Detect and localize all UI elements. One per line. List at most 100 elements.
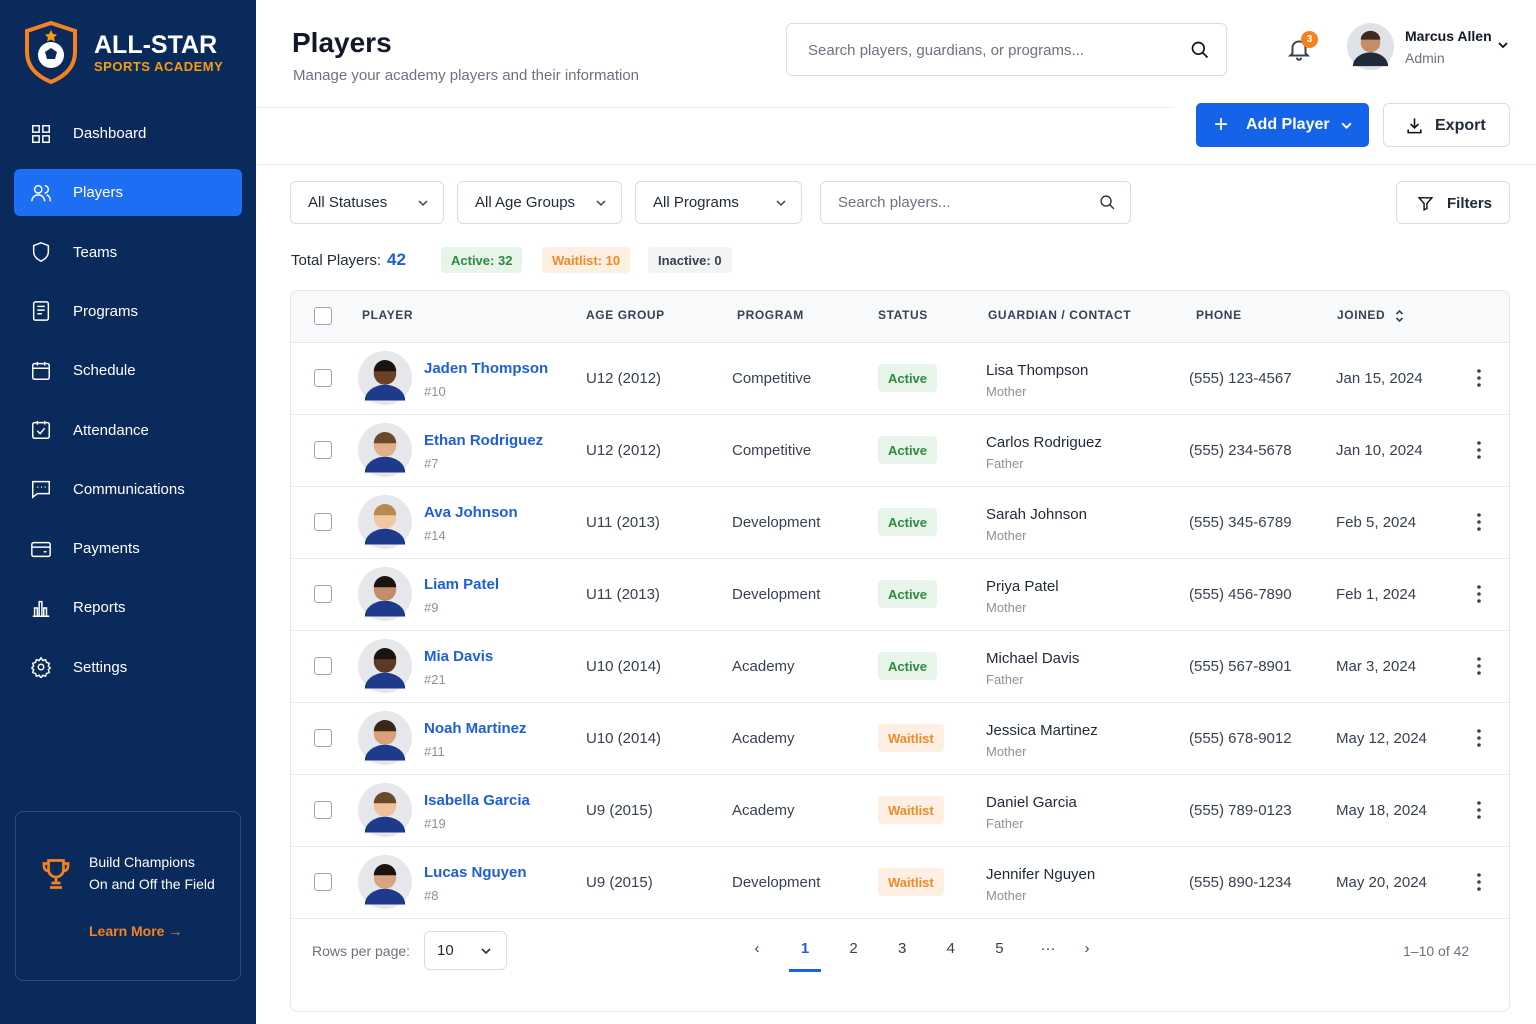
player-search[interactable]: Search players... — [820, 181, 1131, 224]
row-menu[interactable] — [1472, 440, 1486, 460]
row-checkbox[interactable] — [314, 585, 332, 603]
page-number[interactable]: 5 — [995, 940, 1004, 957]
age-group: U10 (2014) — [586, 730, 662, 747]
program: Academy — [732, 730, 795, 747]
select-all-checkbox[interactable] — [314, 307, 332, 325]
nav-item[interactable]: Settings — [14, 644, 242, 691]
dropdown-label: All Age Groups — [475, 194, 576, 211]
row-menu[interactable] — [1472, 728, 1486, 748]
nav-label: Schedule — [73, 362, 136, 380]
export-button[interactable]: Export — [1383, 103, 1510, 147]
global-search[interactable]: Search players, guardians, or programs..… — [786, 23, 1227, 76]
kebab-icon — [1477, 801, 1481, 819]
kebab-icon — [1477, 873, 1481, 891]
link-text[interactable]: Learn More — [89, 923, 165, 939]
player-avatar — [358, 639, 412, 693]
joined-date: May 18, 2024 — [1336, 802, 1427, 819]
row-divider — [291, 702, 1509, 703]
guardian-relation: Mother — [986, 888, 1027, 903]
row-checkbox[interactable] — [314, 369, 332, 387]
search-placeholder: Search players... — [838, 194, 951, 211]
button-label: Export — [1435, 117, 1486, 134]
kebab-icon — [1477, 585, 1481, 603]
caret — [481, 947, 491, 954]
player-avatar — [358, 855, 412, 909]
page-number[interactable]: 2 — [849, 940, 858, 957]
player-name[interactable]: Isabella Garcia — [424, 792, 530, 809]
kebab-icon — [1477, 441, 1481, 459]
program-filter[interactable]: All Programs — [635, 181, 802, 224]
nav-item[interactable]: Schedule — [14, 347, 242, 394]
avatar-image — [358, 639, 412, 693]
phone: (555) 345-6789 — [1189, 514, 1292, 531]
age-group: U11 (2013) — [586, 514, 660, 531]
player-name[interactable]: Liam Patel — [424, 576, 500, 593]
nav-item[interactable]: Reports — [14, 584, 242, 631]
row-checkbox[interactable] — [314, 801, 332, 819]
add-player-button[interactable]: + Add Player — [1196, 103, 1369, 147]
promo-line: On and Off the Field — [89, 876, 215, 892]
column-header: AGE GROUP — [586, 308, 665, 322]
row-menu[interactable] — [1472, 368, 1486, 388]
program: Competitive — [732, 442, 812, 459]
rows-per-page-select[interactable]: 10 — [424, 931, 507, 970]
nav-icon — [31, 541, 51, 557]
player-avatar — [358, 495, 412, 549]
player-avatar — [358, 351, 412, 405]
user-menu-caret[interactable] — [1497, 39, 1509, 51]
player-name[interactable]: Noah Martinez — [424, 720, 527, 737]
row-menu[interactable] — [1472, 872, 1486, 892]
page-number[interactable]: 1 — [800, 940, 810, 957]
status-filter[interactable]: All Statuses — [290, 181, 444, 224]
nav-item[interactable]: Programs — [14, 288, 242, 335]
row-checkbox[interactable] — [314, 441, 332, 459]
player-name[interactable]: Lucas Nguyen — [424, 864, 527, 881]
avatar-image — [358, 783, 412, 837]
nav-item[interactable]: Dashboard — [14, 110, 242, 157]
player-name[interactable]: Jaden Thompson — [424, 360, 549, 377]
phone: (555) 567-8901 — [1189, 658, 1292, 675]
avatar-image — [358, 855, 412, 909]
filters-button[interactable]: Filters — [1396, 181, 1510, 224]
program: Competitive — [732, 370, 812, 387]
player-avatar — [358, 783, 412, 837]
kebab-icon — [1477, 657, 1481, 675]
page-subtitle: Manage your academy players and their in… — [293, 67, 640, 84]
row-menu[interactable] — [1472, 512, 1486, 532]
program: Development — [732, 514, 821, 531]
nav-icon — [30, 656, 52, 679]
nav-item[interactable]: Payments — [14, 525, 242, 572]
player-name[interactable]: Ava Johnson — [424, 504, 518, 521]
row-checkbox[interactable] — [314, 873, 332, 891]
next-page[interactable]: › — [1084, 940, 1090, 957]
age-group: U9 (2015) — [586, 874, 653, 891]
guardian-name: Sarah Johnson — [986, 506, 1087, 523]
page-number[interactable]: 4 — [946, 940, 955, 957]
page-number[interactable]: 3 — [898, 940, 907, 957]
nav-icon — [32, 242, 50, 263]
nav-item[interactable]: Players — [14, 169, 242, 217]
player-name[interactable]: Mia Davis — [424, 648, 494, 665]
player-name[interactable]: Ethan Rodriguez — [424, 432, 544, 449]
status-badge: Active — [878, 436, 938, 464]
row-menu[interactable] — [1472, 800, 1486, 820]
joined-date: May 12, 2024 — [1336, 730, 1427, 747]
column-header: STATUS — [878, 308, 928, 322]
row-menu[interactable] — [1472, 584, 1486, 604]
nav-item[interactable]: Teams — [14, 229, 242, 276]
page-number[interactable]: ··· — [1040, 940, 1056, 957]
prev-page[interactable]: ‹ — [754, 940, 760, 957]
nav-label: Attendance — [73, 421, 149, 439]
row-menu[interactable] — [1472, 656, 1486, 676]
row-checkbox[interactable] — [314, 657, 332, 675]
nav-item[interactable]: Attendance — [14, 407, 242, 454]
status-badge: Active — [878, 652, 938, 680]
nav-item[interactable]: Communications — [14, 466, 242, 513]
row-checkbox[interactable] — [314, 729, 332, 747]
age-filter[interactable]: All Age Groups — [457, 181, 622, 224]
learn-more-link[interactable]: Learn More → — [89, 923, 183, 939]
status-badge: Active — [878, 364, 938, 392]
row-checkbox[interactable] — [314, 513, 332, 531]
sort-icon[interactable] — [1394, 309, 1405, 323]
user-avatar[interactable] — [1347, 23, 1394, 70]
